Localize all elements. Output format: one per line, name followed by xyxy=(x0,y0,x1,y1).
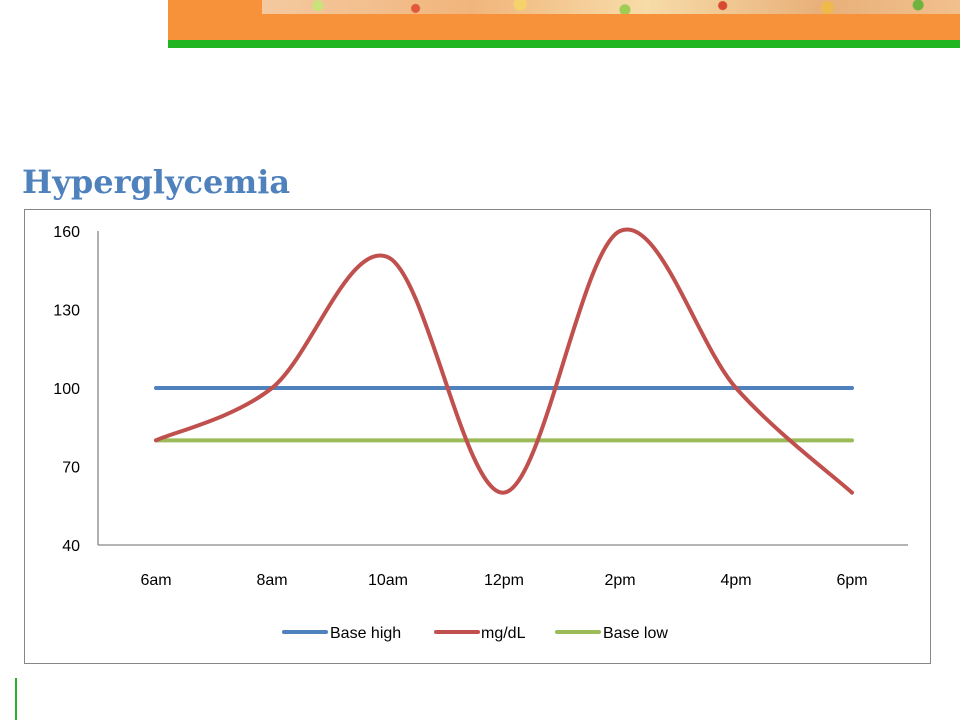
y-tick-label: 70 xyxy=(62,460,80,477)
x-tick-label: 6am xyxy=(140,572,171,589)
x-tick-label: 4pm xyxy=(720,572,751,589)
y-tick-label: 160 xyxy=(53,224,80,241)
x-tick-label: 8am xyxy=(256,572,287,589)
x-tick-label: 12pm xyxy=(484,572,524,589)
legend-label-base-low: Base low xyxy=(603,625,668,642)
chart-legend: Base high mg/dL Base low xyxy=(282,625,668,642)
footer-green-rule xyxy=(15,678,17,720)
header-banner-texture xyxy=(262,0,960,14)
y-tick-label: 100 xyxy=(53,381,80,398)
x-tick-label: 2pm xyxy=(604,572,635,589)
slide-title: Hyperglycemia xyxy=(22,163,291,201)
y-tick-label: 130 xyxy=(53,303,80,320)
legend-label-base-high: Base high xyxy=(330,625,401,642)
x-tick-label: 10am xyxy=(368,572,408,589)
y-tick-label: 40 xyxy=(62,538,80,555)
legend-label-mg-dl: mg/dL xyxy=(481,625,526,642)
header-green-rule xyxy=(168,40,960,48)
chart-axes: 40 70 100 130 160 6am 8am 10am 12pm 2pm 4pm 6pm xyxy=(53,224,908,589)
x-tick-label: 6pm xyxy=(836,572,867,589)
chart-series xyxy=(154,227,854,495)
chart-frame xyxy=(24,209,931,664)
series-line-mg-dl xyxy=(154,227,854,495)
